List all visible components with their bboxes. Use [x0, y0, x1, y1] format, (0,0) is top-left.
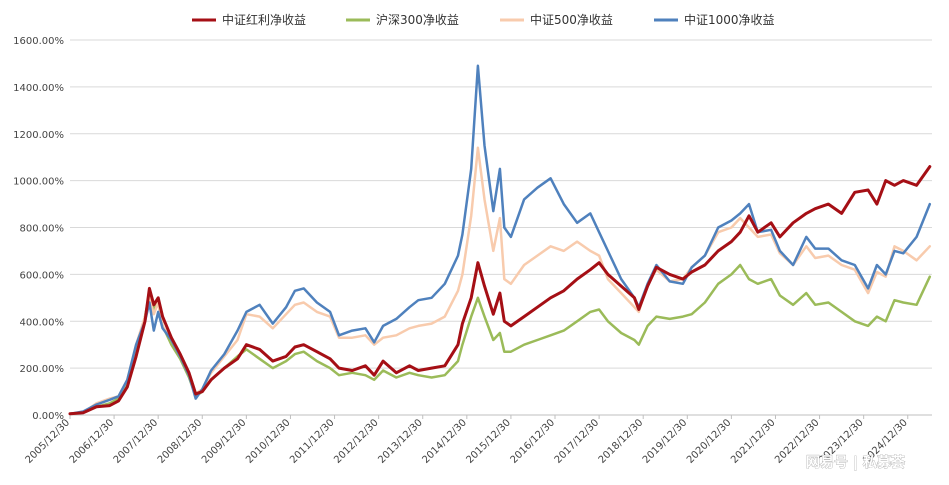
- x-tick-label: 2019/12/30: [641, 417, 690, 466]
- legend-label-3: 中证1000净收益: [684, 12, 775, 27]
- legend-label-2: 中证500净收益: [530, 12, 613, 27]
- series-lines: [68, 64, 932, 416]
- y-tick-label: 1200.00%: [13, 130, 64, 141]
- y-tick-label: 400.00%: [20, 317, 65, 328]
- grid-lines: [70, 39, 932, 369]
- x-tick-label: 2009/12/30: [200, 417, 249, 466]
- x-tick-label: 2015/12/30: [465, 417, 514, 466]
- y-tick-label: 1000.00%: [13, 177, 64, 188]
- y-axis: 0.00% 200.00% 400.00% 600.00% 800.00% 1000.00…: [13, 36, 64, 422]
- series-line-0: [68, 165, 932, 416]
- series-line-3: [68, 64, 932, 416]
- legend-label-0: 中证红利净收益: [222, 12, 306, 27]
- x-tick-label: 2013/12/30: [376, 417, 425, 466]
- x-tick-label: 2016/12/30: [509, 417, 558, 466]
- x-tick-label: 2006/12/30: [68, 417, 117, 466]
- x-tick-label: 2014/12/30: [420, 417, 469, 466]
- y-tick-label: 800.00%: [20, 224, 65, 235]
- x-tick-label: 2007/12/30: [112, 417, 161, 466]
- x-tick-label: 2017/12/30: [553, 417, 602, 466]
- legend: 中证红利净收益 沪深300净收益 中证500净收益 中证1000净收益: [192, 12, 775, 27]
- y-tick-label: 600.00%: [20, 270, 65, 281]
- x-tick-label: 2021/12/30: [729, 417, 778, 466]
- x-axis: 2005/12/302006/12/302007/12/302008/12/30…: [24, 414, 932, 466]
- legend-label-1: 沪深300净收益: [376, 13, 459, 27]
- x-tick-label: 2020/12/30: [685, 417, 734, 466]
- y-tick-label: 200.00%: [20, 364, 65, 375]
- x-tick-label: 2005/12/30: [24, 417, 73, 466]
- y-tick-label: 0.00%: [32, 411, 64, 422]
- x-tick-label: 2012/12/30: [332, 417, 381, 466]
- y-tick-label: 1600.00%: [13, 36, 64, 47]
- x-tick-label: 2011/12/30: [288, 417, 337, 466]
- x-tick-label: 2010/12/30: [244, 417, 293, 466]
- x-tick-label: 2008/12/30: [156, 417, 205, 466]
- watermark: 网易号 | 私募荟: [806, 454, 906, 471]
- series-line-2: [68, 146, 932, 416]
- y-tick-label: 1400.00%: [13, 83, 64, 94]
- x-tick-label: 2018/12/30: [597, 417, 646, 466]
